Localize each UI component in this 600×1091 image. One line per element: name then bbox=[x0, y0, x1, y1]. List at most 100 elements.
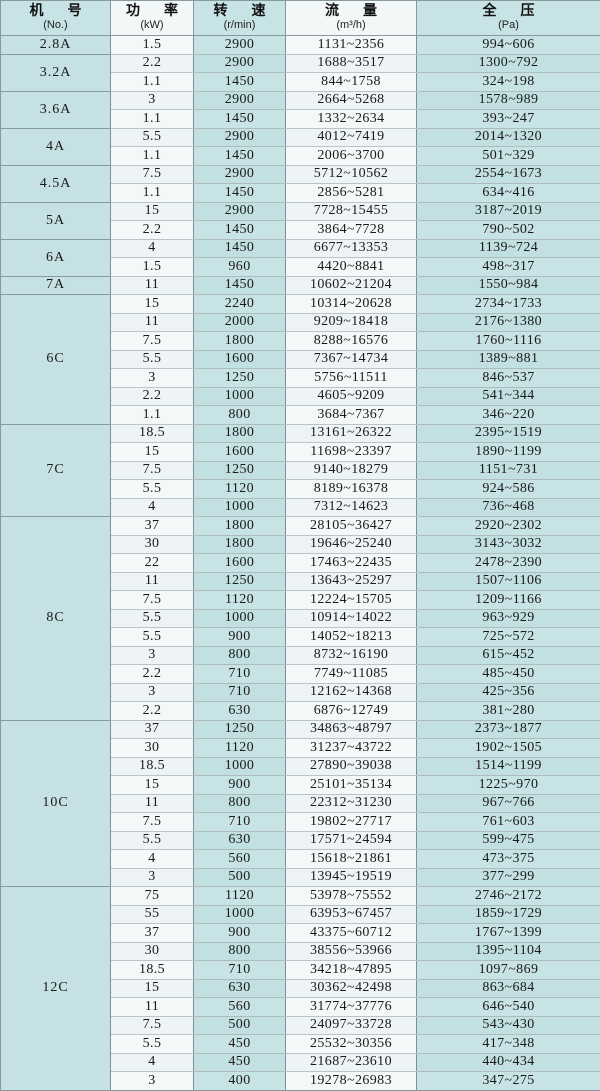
airflow-value: 53978~75552 bbox=[286, 887, 417, 906]
speed-value: 1800 bbox=[194, 517, 286, 536]
power-value: 15 bbox=[111, 776, 194, 795]
column-header-rpm-cn: 转 速 bbox=[194, 4, 285, 19]
pressure-value: 1097~869 bbox=[417, 961, 600, 980]
power-value: 1.1 bbox=[111, 406, 194, 425]
pressure-value: 1151~731 bbox=[417, 461, 600, 480]
pressure-value: 736~468 bbox=[417, 498, 600, 517]
pressure-value: 863~684 bbox=[417, 979, 600, 998]
column-header-pa: 全 压(Pa) bbox=[417, 1, 600, 36]
airflow-value: 8189~16378 bbox=[286, 480, 417, 499]
airflow-value: 7749~11085 bbox=[286, 665, 417, 684]
power-value: 18.5 bbox=[111, 424, 194, 443]
airflow-value: 5756~11511 bbox=[286, 369, 417, 388]
speed-value: 1600 bbox=[194, 554, 286, 573]
power-value: 37 bbox=[111, 924, 194, 943]
column-header-no-unit: (No.) bbox=[1, 20, 110, 32]
pressure-value: 3143~3032 bbox=[417, 535, 600, 554]
airflow-value: 11698~23397 bbox=[286, 443, 417, 462]
speed-value: 2900 bbox=[194, 36, 286, 55]
power-value: 4 bbox=[111, 850, 194, 869]
airflow-value: 2664~5268 bbox=[286, 91, 417, 110]
speed-value: 2000 bbox=[194, 313, 286, 332]
fan-model-number: 12C bbox=[1, 887, 111, 1091]
speed-value: 1450 bbox=[194, 110, 286, 129]
speed-value: 710 bbox=[194, 813, 286, 832]
power-value: 55 bbox=[111, 905, 194, 924]
pressure-value: 417~348 bbox=[417, 1035, 600, 1054]
pressure-value: 501~329 bbox=[417, 147, 600, 166]
airflow-value: 9140~18279 bbox=[286, 461, 417, 480]
airflow-value: 13945~19519 bbox=[286, 868, 417, 887]
fan-model-number: 4.5A bbox=[1, 165, 111, 202]
airflow-value: 19802~27717 bbox=[286, 813, 417, 832]
power-value: 22 bbox=[111, 554, 194, 573]
pressure-value: 1902~1505 bbox=[417, 739, 600, 758]
speed-value: 1800 bbox=[194, 535, 286, 554]
power-value: 2.2 bbox=[111, 54, 194, 73]
power-value: 2.2 bbox=[111, 387, 194, 406]
pressure-value: 634~416 bbox=[417, 184, 600, 203]
airflow-value: 31237~43722 bbox=[286, 739, 417, 758]
speed-value: 630 bbox=[194, 831, 286, 850]
speed-value: 1120 bbox=[194, 887, 286, 906]
speed-value: 1450 bbox=[194, 147, 286, 166]
speed-value: 1450 bbox=[194, 184, 286, 203]
airflow-value: 9209~18418 bbox=[286, 313, 417, 332]
power-value: 3 bbox=[111, 369, 194, 388]
pressure-value: 2746~2172 bbox=[417, 887, 600, 906]
speed-value: 1450 bbox=[194, 73, 286, 92]
speed-value: 1600 bbox=[194, 350, 286, 369]
power-value: 7.5 bbox=[111, 813, 194, 832]
airflow-value: 12224~15705 bbox=[286, 591, 417, 610]
airflow-value: 31774~37776 bbox=[286, 998, 417, 1017]
column-header-kw: 功 率(kW) bbox=[111, 1, 194, 36]
pressure-value: 1760~1116 bbox=[417, 332, 600, 351]
power-value: 11 bbox=[111, 313, 194, 332]
airflow-value: 34863~48797 bbox=[286, 720, 417, 739]
fan-model-number: 3.2A bbox=[1, 54, 111, 91]
speed-value: 560 bbox=[194, 850, 286, 869]
speed-value: 1800 bbox=[194, 424, 286, 443]
power-value: 3 bbox=[111, 1072, 194, 1091]
airflow-value: 5712~10562 bbox=[286, 165, 417, 184]
airflow-value: 2006~3700 bbox=[286, 147, 417, 166]
power-value: 1.5 bbox=[111, 258, 194, 277]
airflow-value: 3864~7728 bbox=[286, 221, 417, 240]
airflow-value: 15618~21861 bbox=[286, 850, 417, 869]
airflow-value: 43375~60712 bbox=[286, 924, 417, 943]
power-value: 7.5 bbox=[111, 332, 194, 351]
power-value: 11 bbox=[111, 794, 194, 813]
fan-model-number: 7C bbox=[1, 424, 111, 517]
table-header: 机 号(No.)功 率(kW)转 速(r/min)流 量(m³/h)全 压(Pa… bbox=[1, 1, 600, 36]
pressure-value: 599~475 bbox=[417, 831, 600, 850]
airflow-value: 24097~33728 bbox=[286, 1016, 417, 1035]
airflow-value: 17463~22435 bbox=[286, 554, 417, 573]
airflow-value: 1688~3517 bbox=[286, 54, 417, 73]
airflow-value: 1131~2356 bbox=[286, 36, 417, 55]
pressure-value: 440~434 bbox=[417, 1053, 600, 1072]
speed-value: 960 bbox=[194, 258, 286, 277]
pressure-value: 381~280 bbox=[417, 702, 600, 721]
airflow-value: 4605~9209 bbox=[286, 387, 417, 406]
fan-model-number: 6C bbox=[1, 295, 111, 425]
fan-model-number: 10C bbox=[1, 720, 111, 887]
power-value: 7.5 bbox=[111, 461, 194, 480]
pressure-value: 2920~2302 bbox=[417, 517, 600, 536]
pressure-value: 761~603 bbox=[417, 813, 600, 832]
pressure-value: 485~450 bbox=[417, 665, 600, 684]
power-value: 4 bbox=[111, 1053, 194, 1072]
airflow-value: 1332~2634 bbox=[286, 110, 417, 129]
speed-value: 500 bbox=[194, 868, 286, 887]
pressure-value: 393~247 bbox=[417, 110, 600, 129]
airflow-value: 63953~67457 bbox=[286, 905, 417, 924]
airflow-value: 17571~24594 bbox=[286, 831, 417, 850]
speed-value: 1250 bbox=[194, 572, 286, 591]
airflow-value: 19646~25240 bbox=[286, 535, 417, 554]
airflow-value: 38556~53966 bbox=[286, 942, 417, 961]
column-header-rpm: 转 速(r/min) bbox=[194, 1, 286, 36]
